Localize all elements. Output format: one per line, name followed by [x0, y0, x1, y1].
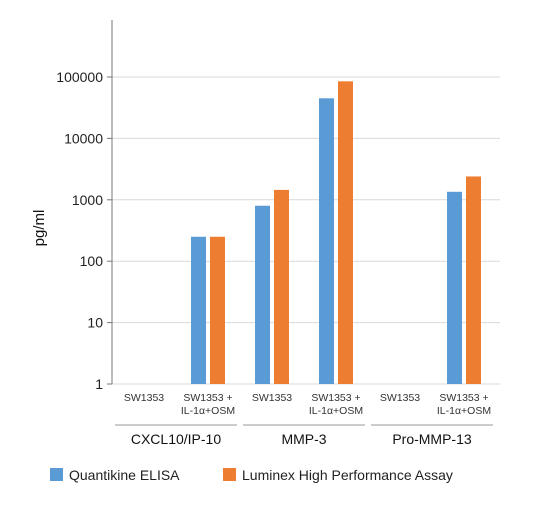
- category-label: IL-1α+OSM: [181, 405, 235, 417]
- category-label: SW1353: [124, 392, 164, 404]
- group-label: MMP-3: [281, 431, 326, 447]
- grid-lines: [107, 76, 500, 385]
- legend-swatch: [223, 468, 236, 481]
- legend-label: Luminex High Performance Assay: [242, 467, 453, 483]
- category-label: IL-1α+OSM: [309, 405, 363, 417]
- category-label: SW1353: [380, 392, 420, 404]
- bar-quantikine: [191, 236, 206, 384]
- y-tick-labels: 1 10 100 1000 10000 100000: [56, 69, 103, 392]
- bar-quantikine: [319, 98, 334, 384]
- bar-luminex: [210, 236, 225, 384]
- y-tick-label: 100: [80, 253, 104, 269]
- category-label: IL-1α+OSM: [437, 405, 491, 417]
- y-tick-label: 1000: [72, 192, 103, 208]
- legend: Quantikine ELISA Luminex High Performance…: [50, 467, 453, 483]
- legend-label: Quantikine ELISA: [69, 467, 180, 483]
- bar-luminex: [338, 81, 353, 384]
- y-tick-label: 1: [95, 376, 103, 392]
- legend-swatch: [50, 468, 63, 481]
- y-axis-label: pg/ml: [31, 210, 48, 247]
- y-tick-label: 10: [87, 315, 103, 331]
- category-label: SW1353 +: [311, 392, 360, 404]
- bar-quantikine: [447, 191, 462, 384]
- y-tick-label: 100000: [56, 69, 103, 85]
- bar-luminex: [466, 176, 481, 384]
- bar-quantikine: [255, 205, 270, 384]
- category-label: SW1353: [252, 392, 292, 404]
- category-label: SW1353 +: [183, 392, 232, 404]
- group-labels: CXCL10/IP-10 MMP-3 Pro-MMP-13: [115, 424, 493, 447]
- y-tick-label: 10000: [64, 130, 103, 146]
- category-label: SW1353 +: [439, 392, 488, 404]
- group-label: CXCL10/IP-10: [131, 431, 221, 447]
- group-label: Pro-MMP-13: [392, 431, 472, 447]
- bar-luminex: [274, 189, 289, 384]
- bars: [191, 81, 481, 384]
